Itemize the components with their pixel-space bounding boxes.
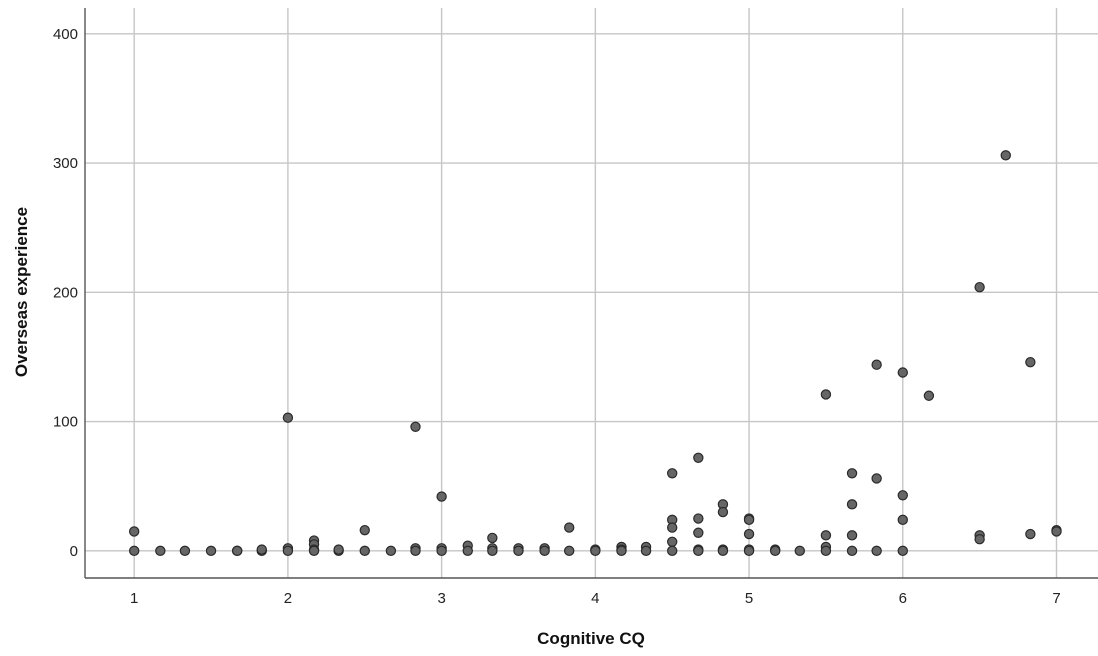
- data-point: [205, 545, 217, 557]
- data-point: [897, 514, 908, 526]
- x-tick-label: 5: [745, 590, 753, 607]
- y-tick-label: 0: [70, 543, 78, 560]
- tick-labels: 1 2 3 4 5 6 7 0 100 200 300 400: [53, 26, 1061, 607]
- data-point: [436, 491, 447, 502]
- data-point: [564, 522, 575, 533]
- data-point: [590, 545, 601, 557]
- x-tick-label: 4: [591, 590, 599, 607]
- data-point: [667, 468, 678, 479]
- x-tick-label: 6: [899, 590, 907, 607]
- data-point: [717, 545, 729, 557]
- data-point: [667, 545, 678, 557]
- data-point: [308, 545, 320, 557]
- data-point: [871, 545, 882, 557]
- data-point: [820, 389, 832, 400]
- data-point: [539, 545, 550, 557]
- data-point: [640, 545, 652, 557]
- x-tick-label: 3: [437, 590, 445, 607]
- data-point: [897, 367, 908, 378]
- data-point: [128, 545, 140, 557]
- data-point: [359, 524, 370, 536]
- data-point: [436, 545, 447, 557]
- data-point: [359, 545, 370, 557]
- axes: [84, 8, 1098, 579]
- y-tick-label: 200: [53, 284, 78, 301]
- x-tick-label: 7: [1052, 590, 1060, 607]
- y-axis-title: Overseas experience: [12, 207, 31, 377]
- data-point: [846, 530, 858, 541]
- data-point: [693, 452, 704, 463]
- data-point: [564, 545, 575, 557]
- grid-lines: [85, 8, 1098, 578]
- data-point: [179, 545, 191, 557]
- x-tick-label: 1: [130, 590, 138, 607]
- data-point: [820, 530, 832, 541]
- data-point: [717, 506, 729, 518]
- data-point: [974, 281, 985, 293]
- data-point: [333, 544, 344, 555]
- data-point: [667, 522, 678, 533]
- x-axis-title: Cognitive CQ: [537, 629, 645, 648]
- data-point: [846, 468, 858, 479]
- data-point: [667, 536, 678, 548]
- data-point: [693, 513, 704, 524]
- data-point: [487, 532, 498, 544]
- data-point: [743, 545, 755, 557]
- data-point: [462, 545, 473, 557]
- data-point: [743, 514, 755, 526]
- data-point: [128, 526, 140, 537]
- data-point: [616, 545, 627, 557]
- data-point: [1000, 150, 1011, 161]
- x-tick-label: 2: [284, 590, 292, 607]
- data-point: [410, 545, 421, 557]
- data-point: [1025, 528, 1036, 540]
- y-tick-label: 400: [53, 26, 78, 43]
- data-point: [1051, 526, 1062, 537]
- data-point: [282, 412, 294, 423]
- data-point: [743, 528, 755, 540]
- data-point: [846, 499, 858, 510]
- data-point: [155, 545, 166, 557]
- data-point: [820, 545, 832, 557]
- data-point: [256, 544, 267, 555]
- data-point: [897, 490, 908, 501]
- data-point: [1025, 356, 1036, 368]
- data-point: [794, 545, 805, 557]
- data-point: [513, 545, 524, 557]
- data-point: [410, 421, 421, 432]
- y-tick-label: 300: [53, 155, 78, 172]
- y-tick-label: 100: [53, 414, 78, 431]
- data-point: [897, 545, 908, 557]
- data-point: [974, 534, 985, 545]
- data-point: [487, 545, 498, 557]
- data-point: [871, 359, 882, 370]
- data-point: [693, 545, 704, 557]
- data-point: [923, 390, 935, 401]
- data-point: [693, 527, 704, 538]
- data-point: [385, 545, 397, 557]
- data-point: [769, 545, 781, 557]
- data-point: [871, 473, 882, 484]
- data-point: [282, 545, 294, 557]
- data-points: [128, 150, 1062, 557]
- data-point: [231, 545, 243, 557]
- data-point: [846, 545, 858, 557]
